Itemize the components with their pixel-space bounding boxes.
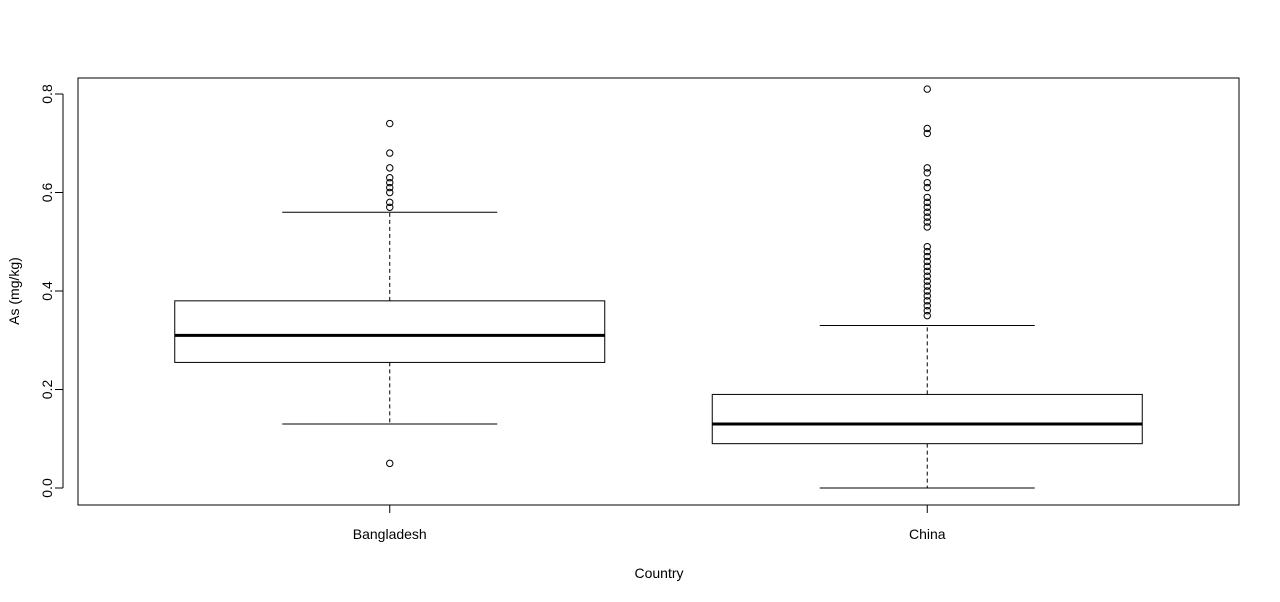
outlier-point [923,272,931,280]
outlier-point [386,149,394,157]
outlier-point [923,218,931,226]
outlier-point [923,242,931,251]
outlier-point [923,292,931,300]
outlier-point [923,129,931,138]
outlier-point [923,178,931,187]
outlier-point [386,183,394,192]
outlier-point [923,198,931,207]
outlier-point [923,164,931,172]
y-axis-label: As (mg/kg) [6,257,22,325]
outlier-point [923,247,931,256]
y-tick-label: 0.4 [39,281,55,301]
outlier-point [386,174,394,182]
outlier-point [923,311,931,320]
outlier-point [386,164,394,172]
box-china [711,85,1143,489]
outlier-point [386,119,394,128]
outlier-point [923,85,931,93]
outlier-point [923,183,931,192]
outlier-point [923,282,931,290]
outlier-point [923,267,931,275]
y-tick-label: 0.0 [39,478,55,498]
outlier-point [923,252,931,261]
outlier-point [386,459,394,468]
outlier-point [923,302,931,310]
outlier-point [923,213,931,221]
outlier-point [386,198,394,207]
outlier-point [923,203,931,211]
iqr-box [711,393,1143,445]
box-bangladesh [174,119,606,468]
y-axis: 0.0 0.2 0.4 0.6 0.8 [39,84,64,498]
x-axis: Bangladesh China [353,504,946,542]
outlier-point [923,193,931,202]
outlier-point [923,223,931,231]
outlier-point [923,297,931,305]
outlier-point [386,178,394,187]
outlier-point [923,277,931,285]
outlier-point [386,203,394,211]
y-tick-label: 0.2 [39,380,55,400]
outlier-point [923,169,931,177]
x-tick-label: China [909,526,946,542]
outlier-point [923,257,931,266]
outlier-point [923,287,931,295]
y-tick-label: 0.6 [39,183,55,203]
outlier-point [923,208,931,216]
outlier-point [386,188,394,197]
plot-marks [174,85,1143,489]
outlier-point [923,262,931,271]
outlier-point [923,307,931,315]
iqr-box [174,300,606,363]
x-axis-label: Country [634,565,683,581]
x-tick-label: Bangladesh [353,526,427,542]
outlier-point [923,124,931,133]
y-tick-label: 0.8 [39,84,55,104]
